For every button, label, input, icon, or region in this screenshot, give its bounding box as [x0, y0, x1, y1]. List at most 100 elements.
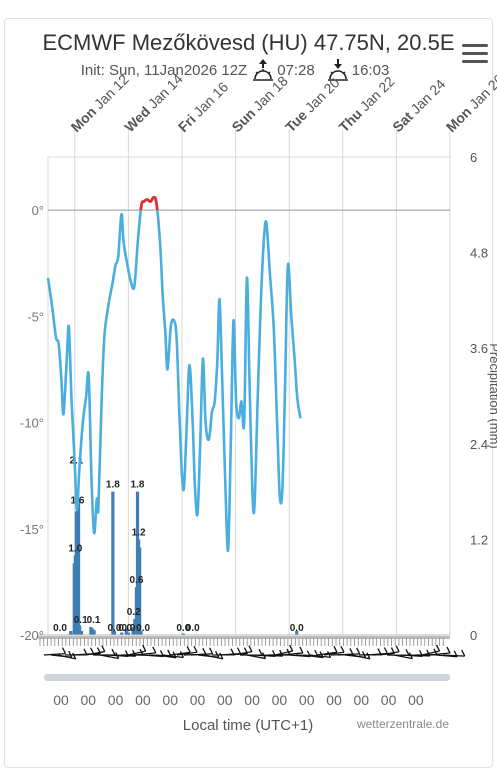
left-axis-tick-label: -5°: [27, 309, 44, 324]
wind-barb: [274, 650, 293, 656]
wind-barb-flag: [193, 645, 198, 653]
wind-barb: [43, 652, 66, 656]
sunrise-time: 07:28: [277, 61, 315, 79]
left-axis-tick-label: 0°: [32, 203, 44, 218]
wind-barb: [351, 654, 371, 660]
precip-bar: [124, 628, 128, 635]
wind-barb-flag: [142, 644, 147, 652]
wind-barb-flag: [383, 647, 388, 654]
time-tick-label: 00: [108, 692, 124, 708]
wind-barb: [435, 654, 458, 658]
wind-barb-flag: [258, 648, 263, 656]
wind-barb: [232, 651, 253, 656]
precip-bar: [181, 633, 185, 635]
precip-bar: [138, 547, 142, 635]
wind-barb-flag: [405, 649, 410, 656]
precip-bar: [139, 631, 143, 635]
precip-value-label: 0.1: [74, 615, 88, 626]
precip-value-label: 0.0: [118, 623, 132, 634]
wind-strip-top: [38, 636, 450, 639]
time-tick-label: 00: [381, 692, 397, 708]
precip-value-label: 0.0: [176, 623, 190, 634]
wind-barb: [281, 652, 303, 656]
wind-barb-flag: [111, 648, 116, 656]
day-label: Tue Jan 20: [282, 74, 343, 135]
precip-bar: [120, 632, 124, 635]
precip-value-label: 1.2: [132, 527, 146, 538]
init-text: Init: Sun, 11Jan2026 12Z: [80, 61, 248, 79]
precip-value-label: 0.0: [53, 623, 67, 634]
wind-barb: [442, 654, 465, 657]
wind-barb: [85, 650, 105, 656]
wind-barb-flag: [186, 646, 191, 653]
wind-barb-flag: [61, 647, 67, 654]
right-axis-tick-label: 1.2: [470, 532, 488, 547]
time-tick-label: 00: [272, 692, 288, 708]
temperature-series-line: [46, 196, 302, 552]
time-tick-label: 00: [190, 692, 206, 708]
wind-barb-flag: [90, 647, 95, 655]
wind-barb: [428, 652, 451, 656]
precip-value-label: 1.8: [131, 480, 145, 491]
wind-barb: [127, 650, 146, 656]
day-label: Mon Jan 26: [443, 71, 497, 135]
wind-barb: [316, 651, 338, 656]
precip-bar: [295, 631, 299, 635]
wind-barb: [379, 651, 400, 656]
wind-barb-flag: [461, 649, 466, 657]
wind-barb-flag: [436, 644, 441, 652]
chart-title: ECMWF Mezőkövesd (HU) 47.75N, 20.5E: [42, 30, 455, 55]
precip-value-label: 0.0: [121, 623, 135, 634]
time-tick-label: 00: [244, 692, 260, 708]
precip-value-label: 0.0: [290, 623, 304, 634]
wind-barb: [323, 651, 345, 656]
sunrise-icon: [253, 59, 274, 81]
credit-text: wetterzentrale.de: [356, 717, 449, 731]
wind-barb: [57, 654, 76, 660]
time-tick-label: 00: [299, 692, 315, 708]
precip-bar: [76, 499, 81, 635]
wind-barb-flag: [333, 645, 338, 653]
precip-value-label: 0.2: [127, 607, 141, 618]
wind-barb: [204, 654, 223, 660]
precip-bar: [112, 631, 117, 635]
wind-barb: [337, 653, 360, 656]
precip-bar: [79, 631, 84, 635]
wind-barb-flag: [101, 645, 106, 652]
wind-barb-flag: [349, 648, 354, 655]
precip-value-label: 1.0: [68, 543, 82, 554]
wind-barb-flag: [72, 652, 77, 660]
init-line: Init: Sun, 11Jan2026 12Z 07:28 16:03: [0, 58, 470, 82]
time-scroll-bar: [44, 674, 450, 681]
hamburger-menu-icon[interactable]: [462, 44, 488, 64]
time-tick-label: 00: [217, 692, 233, 708]
precip-value-label: 1.8: [106, 480, 120, 491]
wind-barb: [134, 652, 156, 656]
right-axis-tick-label: 4.8: [470, 246, 488, 261]
wind-barb-flag: [152, 646, 157, 654]
wind-barb: [309, 654, 331, 658]
time-tick-label: 00: [135, 692, 151, 708]
time-tick-label: 00: [326, 692, 342, 708]
precip-bar: [126, 632, 130, 635]
right-axis-tick-label: 3.6: [470, 341, 488, 356]
precip-bar: [111, 491, 115, 635]
x-axis-title: Local time (UTC+1): [183, 717, 313, 734]
precip-value-label: 0.0: [136, 623, 150, 634]
wind-barb-flag: [446, 646, 451, 654]
left-axis-tick-label: -15°: [20, 522, 44, 537]
precip-bar: [89, 627, 93, 635]
wind-barb-flag: [299, 646, 304, 654]
right-axis-tick-label: 0: [470, 628, 477, 643]
wind-barb-flag: [236, 647, 242, 654]
sunset-time: 16:03: [351, 61, 390, 79]
precip-value-label: 0.0: [108, 623, 122, 634]
wind-barb: [246, 654, 266, 660]
right-axis-title: Precipitation (mm): [487, 343, 497, 448]
time-tick-label: 00: [162, 692, 178, 708]
wind-barb-flag: [395, 645, 400, 653]
wind-barb: [176, 651, 198, 656]
time-tick-label: 00: [81, 692, 97, 708]
precip-value-label: 2.1: [69, 456, 83, 467]
